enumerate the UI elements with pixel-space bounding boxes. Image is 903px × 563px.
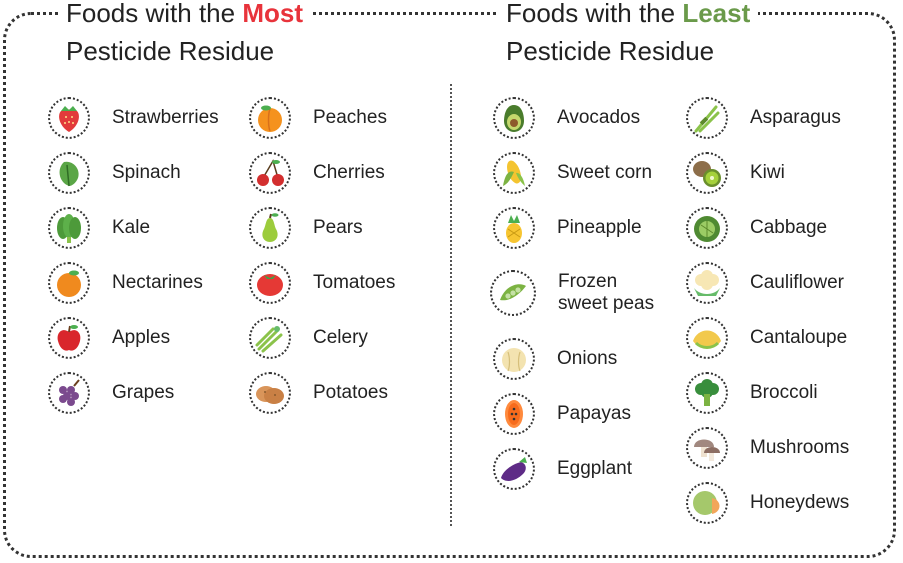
item-label: Sweet corn bbox=[557, 162, 653, 183]
least-title-highlight: Least bbox=[682, 0, 751, 28]
item-label: Pears bbox=[313, 217, 363, 238]
list-item: Strawberries bbox=[48, 96, 219, 140]
list-item: Cherries bbox=[249, 151, 385, 195]
peach-icon bbox=[249, 97, 291, 139]
potato-icon bbox=[249, 372, 291, 414]
apple-icon bbox=[48, 317, 90, 359]
list-item: Onions bbox=[493, 337, 617, 381]
pineapple-icon bbox=[493, 207, 535, 249]
corn-icon bbox=[493, 152, 535, 194]
broccoli-icon bbox=[686, 372, 728, 414]
item-label: Cauliflower bbox=[750, 272, 844, 293]
mushroom-icon bbox=[686, 427, 728, 469]
list-item: Papayas bbox=[493, 392, 631, 436]
item-label: Broccoli bbox=[750, 382, 818, 403]
item-label: Strawberries bbox=[112, 107, 219, 128]
list-item: Peaches bbox=[249, 96, 387, 140]
pear-icon bbox=[249, 207, 291, 249]
least-title-prefix: Foods with the bbox=[506, 0, 683, 28]
column-divider bbox=[450, 84, 452, 526]
item-label: Cabbage bbox=[750, 217, 828, 238]
grapes-icon bbox=[48, 372, 90, 414]
celery-icon bbox=[249, 317, 291, 359]
item-label: Tomatoes bbox=[313, 272, 396, 293]
item-label: Cantaloupe bbox=[750, 327, 848, 348]
item-label: Frozen bbox=[558, 271, 618, 292]
item-label: Pineapple bbox=[557, 217, 642, 238]
list-item: Grapes bbox=[48, 371, 174, 415]
kiwi-icon bbox=[686, 152, 728, 194]
item-label: Peaches bbox=[313, 107, 387, 128]
most-title-prefix: Foods with the bbox=[66, 0, 243, 28]
item-label: Honeydews bbox=[750, 492, 850, 513]
avocado-icon bbox=[493, 97, 535, 139]
eggplant-icon bbox=[493, 448, 535, 490]
onion-icon bbox=[493, 338, 535, 380]
item-label: Avocados bbox=[557, 107, 641, 128]
most-title-highlight: Most bbox=[242, 0, 303, 28]
item-label: Asparagus bbox=[750, 107, 841, 128]
cherries-icon bbox=[249, 152, 291, 194]
list-item: Mushrooms bbox=[686, 426, 849, 470]
list-item: Kale bbox=[48, 206, 150, 250]
item-label: Kale bbox=[112, 217, 151, 238]
list-item: Cabbage bbox=[686, 206, 827, 250]
list-item: Cantaloupe bbox=[686, 316, 847, 360]
item-label-multiline: Frozen sweet peas bbox=[558, 271, 654, 315]
list-item: Nectarines bbox=[48, 261, 203, 305]
item-label: Onions bbox=[557, 348, 618, 369]
asparagus-icon bbox=[686, 97, 728, 139]
list-item: Tomatoes bbox=[249, 261, 395, 305]
item-label: Mushrooms bbox=[750, 437, 850, 458]
list-item: Avocados bbox=[493, 96, 640, 140]
list-item: Celery bbox=[249, 316, 368, 360]
list-item: Apples bbox=[48, 316, 170, 360]
papaya-icon bbox=[493, 393, 535, 435]
list-item: Spinach bbox=[48, 151, 181, 195]
cabbage-icon bbox=[686, 207, 728, 249]
item-label: Celery bbox=[313, 327, 368, 348]
list-item: Kiwi bbox=[686, 151, 785, 195]
item-label: Nectarines bbox=[112, 272, 203, 293]
strawberry-icon bbox=[48, 97, 90, 139]
list-item: Sweet corn bbox=[493, 151, 652, 195]
list-item: Asparagus bbox=[686, 96, 841, 140]
cantaloupe-icon bbox=[686, 317, 728, 359]
list-item: Honeydews bbox=[686, 481, 849, 525]
list-item: Cauliflower bbox=[686, 261, 844, 305]
cauliflower-icon bbox=[686, 262, 728, 304]
item-label: Apples bbox=[112, 327, 171, 348]
item-label: Cherries bbox=[313, 162, 385, 183]
item-label: Kiwi bbox=[750, 162, 785, 183]
list-item: Broccoli bbox=[686, 371, 818, 415]
least-title: Foods with the Least bbox=[498, 0, 759, 32]
item-label: Spinach bbox=[112, 162, 181, 183]
item-label: Grapes bbox=[112, 382, 175, 403]
kale-icon bbox=[48, 207, 90, 249]
list-item: Potatoes bbox=[249, 371, 388, 415]
nectarine-icon bbox=[48, 262, 90, 304]
panel-frame bbox=[3, 12, 896, 558]
least-title-line2: Pesticide Residue bbox=[498, 32, 723, 70]
list-item: Pears bbox=[249, 206, 363, 250]
item-label: Eggplant bbox=[557, 458, 633, 479]
list-item: Frozen sweet peas bbox=[490, 270, 654, 316]
most-title-line2: Pesticide Residue bbox=[58, 32, 283, 70]
tomato-icon bbox=[249, 262, 291, 304]
spinach-icon bbox=[48, 152, 90, 194]
item-label-line2: sweet peas bbox=[558, 293, 655, 314]
item-label: Papayas bbox=[557, 403, 631, 424]
item-label: Potatoes bbox=[313, 382, 388, 403]
list-item: Pineapple bbox=[493, 206, 642, 250]
peas-icon bbox=[490, 270, 536, 316]
honeydew-icon bbox=[686, 482, 728, 524]
list-item: Eggplant bbox=[493, 447, 632, 491]
most-title: Foods with the Most bbox=[58, 0, 311, 32]
